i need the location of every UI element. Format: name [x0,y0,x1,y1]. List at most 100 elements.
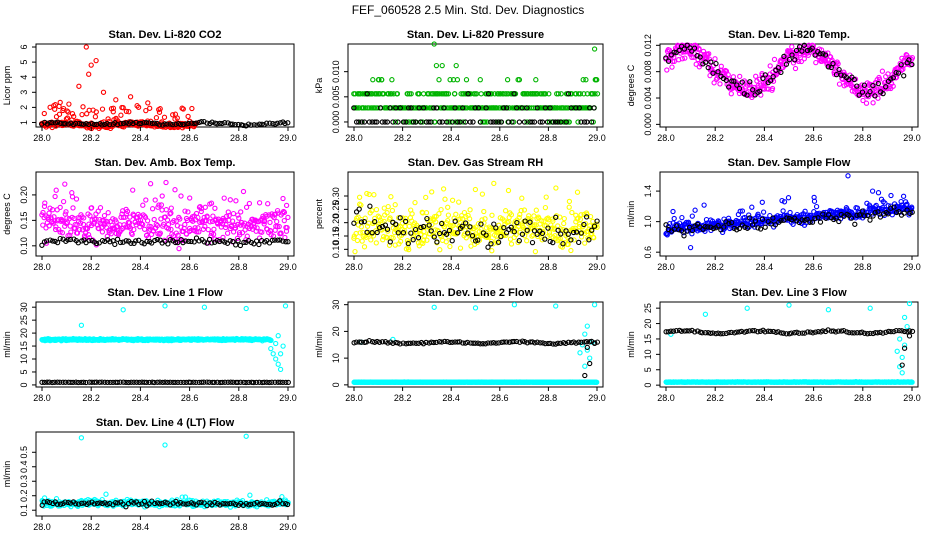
y-tick-label: 20 [19,328,29,338]
data-point [449,238,455,244]
data-point [273,340,279,347]
data-point [472,186,479,193]
data-point [106,121,113,128]
data-point [147,105,153,111]
data-point [130,120,136,127]
data-point [373,206,380,213]
data-point [529,239,536,246]
data-point [449,119,456,125]
data-point [143,119,150,126]
y-tick-label: 30 [331,300,341,310]
data-point [423,194,429,201]
y-axis-label: percent [314,198,324,229]
data-point [502,208,509,214]
data-point [859,89,866,95]
data-point [281,217,287,224]
data-point [591,46,598,52]
data-point [447,119,453,125]
data-point [99,122,105,128]
y-axis-label: Licor ppm [2,66,12,106]
x-tick-label: 28.0 [33,133,51,143]
data-point [251,122,257,128]
data-point [666,47,673,53]
data-point [856,83,862,90]
data-point [66,101,72,107]
data-point [460,119,466,125]
data-point [429,189,435,195]
data-point [741,91,747,97]
data-point [681,46,688,52]
series-primary [39,179,291,252]
data-point [860,97,866,104]
data-point [402,223,408,230]
data-point [893,75,899,81]
y-tick-label: 20 [643,319,653,329]
data-point [67,223,73,229]
data-point [138,120,144,127]
x-tick-label: 28.8 [230,262,248,272]
data-point [875,190,882,196]
data-point [687,244,694,251]
data-point [455,119,461,125]
data-point [57,229,63,235]
data-point [91,121,97,128]
data-point [789,52,795,58]
data-point [201,304,208,310]
data-point [592,91,598,97]
data-point [691,45,698,51]
data-point [475,105,482,111]
chart-title: Stan. Dev. Line 2 Flow [418,287,534,299]
data-point [668,52,674,58]
data-point [267,219,273,226]
data-point [99,229,106,235]
data-point [152,197,158,203]
data-point [72,120,79,127]
data-point [867,217,873,223]
series-reference [39,379,291,386]
data-point [395,119,401,125]
y-tick-label: 6 [19,45,29,50]
data-point [543,194,549,200]
data-point [78,121,84,127]
data-point [546,91,552,97]
data-point [752,92,758,98]
data-point [508,241,515,247]
data-point [906,333,913,339]
data-point [669,64,675,70]
data-point [519,195,525,201]
data-point [187,195,193,201]
data-point [453,62,459,69]
data-point [583,77,589,83]
data-point [44,121,51,127]
data-point [71,113,77,120]
data-point [851,76,857,83]
data-point [64,115,71,121]
x-tick-label: 28.8 [540,133,558,143]
data-point [505,119,512,125]
x-tick-label: 28.2 [82,262,100,272]
data-point [817,51,823,57]
data-point [233,198,239,204]
data-point [362,105,369,111]
data-point [57,99,63,106]
data-point [233,242,239,248]
data-point [285,214,291,221]
data-point [875,80,881,87]
data-point [263,120,270,126]
data-point [110,109,116,115]
data-point [750,87,756,93]
data-point [436,91,443,97]
data-point [822,52,829,58]
data-point [379,119,385,125]
data-point [698,61,704,67]
data-point [385,203,391,210]
plot-frame [347,43,604,128]
data-point [118,121,124,127]
data-point [591,105,597,111]
data-point [146,120,152,126]
x-tick-label: 28.4 [442,133,460,143]
data-point [890,75,896,81]
data-point [792,57,798,63]
data-point [534,105,540,111]
data-point [526,213,532,219]
